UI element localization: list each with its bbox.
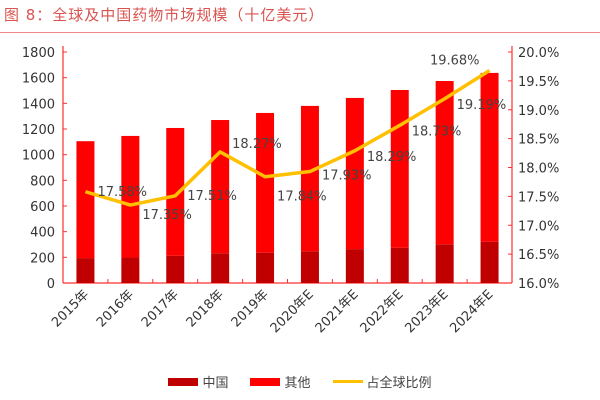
x-tick-label: 2023年E [402, 287, 451, 336]
bar-china [121, 257, 140, 283]
data-label: 19.19% [457, 98, 507, 113]
y-tick-label: 1400 [22, 97, 55, 112]
y2-tick-label: 18.0% [518, 162, 559, 177]
data-label: 19.68% [430, 53, 480, 68]
bar-other [345, 97, 364, 250]
y2-tick-label: 19.0% [518, 104, 559, 119]
legend-swatch [250, 377, 281, 386]
data-label: 18.27% [232, 137, 282, 152]
y-tick-label: 1800 [22, 46, 55, 61]
y2-tick-label: 18.5% [518, 133, 559, 148]
x-tick-label: 2024年E [447, 287, 496, 336]
bar-other [300, 105, 319, 252]
x-tick-label: 2018年 [184, 287, 227, 330]
bar-other [76, 141, 95, 259]
bar-china [435, 244, 454, 283]
data-label: 17.84% [277, 190, 327, 205]
legend-item: 中国 [168, 372, 228, 391]
legend-label: 占全球比例 [366, 376, 432, 391]
bar-other [435, 81, 454, 245]
bar-other [211, 120, 230, 254]
y-tick-label: 0 [47, 277, 55, 292]
title-divider [0, 32, 600, 33]
x-tick-label: 2017年 [139, 287, 182, 330]
bar-china [256, 252, 275, 283]
x-tick-label: 2016年 [94, 287, 137, 330]
data-label: 18.73% [412, 124, 462, 139]
data-label: 17.93% [322, 169, 372, 184]
x-tick-label: 2020年E [268, 287, 317, 336]
bar-china [345, 249, 364, 283]
y2-tick-label: 19.5% [518, 75, 559, 90]
share-line [84, 68, 491, 207]
x-tick-label: 2019年 [229, 287, 272, 330]
legend-label: 中国 [202, 376, 229, 391]
bar-other [390, 89, 409, 248]
y-tick-label: 800 [30, 174, 55, 189]
bar-other [121, 135, 140, 258]
bar-other [480, 72, 499, 242]
data-label: 18.29% [367, 150, 417, 165]
y2-tick-label: 16.0% [518, 277, 559, 292]
bar-china [480, 241, 499, 283]
chart-title: 图 8：全球及中国药物市场规模（十亿美元） [4, 6, 325, 24]
legend: 中国 其他 占全球比例 [0, 372, 600, 391]
legend-swatch [332, 380, 363, 383]
y-tick-label: 600 [30, 200, 55, 215]
x-tick-label: 2021年E [313, 287, 362, 336]
legend-swatch [168, 377, 199, 386]
bar-china [300, 251, 319, 283]
bar-china [211, 253, 230, 283]
data-label: 17.58% [97, 185, 147, 200]
legend-label: 其他 [284, 376, 311, 391]
bar-china [76, 258, 95, 283]
y-tick-label: 1200 [22, 123, 55, 138]
data-label: 17.51% [187, 189, 237, 204]
legend-item: 其他 [250, 372, 311, 391]
x-tick-label: 2015年 [49, 287, 92, 330]
y-tick-label: 400 [30, 226, 55, 241]
bar-china [166, 255, 185, 283]
y2-tick-label: 17.0% [518, 219, 559, 234]
data-label: 17.35% [142, 208, 192, 223]
y2-tick-label: 17.5% [518, 190, 559, 205]
bar-china [390, 247, 409, 283]
x-tick-label: 2022年E [358, 287, 407, 336]
bar-other [256, 112, 275, 253]
y-tick-label: 200 [30, 251, 55, 266]
y2-tick-label: 20.0% [518, 46, 559, 61]
y-tick-label: 1600 [22, 72, 55, 87]
bar-other [166, 127, 185, 256]
y-tick-label: 1000 [22, 149, 55, 164]
legend-item: 占全球比例 [332, 372, 432, 391]
y2-tick-label: 16.5% [518, 248, 559, 263]
